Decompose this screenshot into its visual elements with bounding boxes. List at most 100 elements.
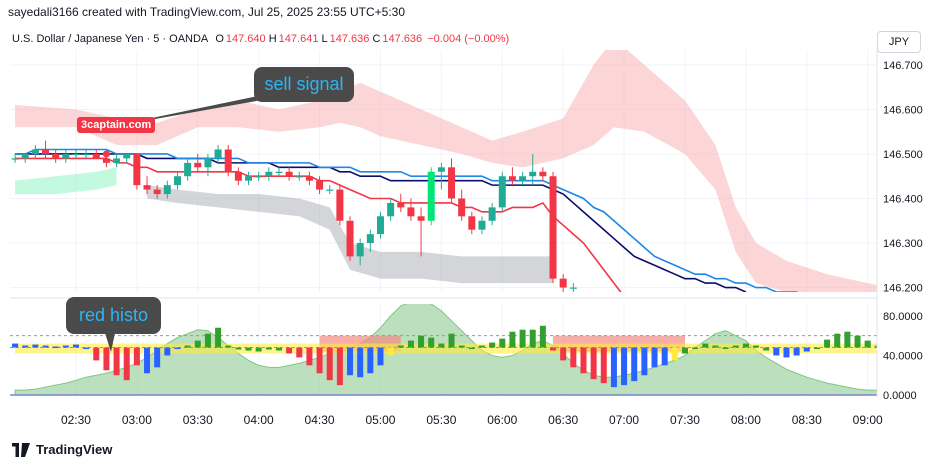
histogram-bar — [367, 347, 374, 374]
histogram-bar — [397, 345, 404, 348]
open-value: 147.640 — [225, 33, 266, 45]
histogram-bar — [174, 347, 181, 350]
price-tick-label: 146.700 — [883, 60, 923, 72]
candle-body — [569, 287, 577, 289]
candle-body — [204, 158, 212, 168]
candle-body — [102, 158, 110, 163]
candle-body — [427, 171, 435, 221]
candle-body — [133, 153, 141, 186]
price-tick-label: 146.600 — [883, 104, 923, 116]
histogram-bar — [133, 347, 140, 366]
candle-body — [52, 153, 60, 159]
histogram-bar — [844, 331, 851, 348]
sell-signal-annotation: sell signal — [254, 67, 354, 102]
resistance-cloud — [15, 50, 877, 292]
candle-body — [184, 162, 192, 177]
time-tick-label: 05:00 — [365, 413, 395, 427]
currency-button[interactable]: JPY — [877, 31, 921, 53]
candle-body — [92, 153, 100, 159]
axes: 146.200 146.300 146.400 146.500 146.600 146.7… — [10, 50, 923, 427]
histogram-bar — [458, 345, 465, 348]
candle-body — [21, 153, 29, 159]
histogram-bar — [144, 347, 151, 374]
low-value: 147.636 — [329, 33, 370, 45]
green-cloud — [15, 167, 117, 195]
histogram-bar — [194, 340, 201, 348]
histogram-bar — [834, 333, 841, 348]
candle-body — [11, 158, 19, 160]
histogram-bar — [245, 347, 252, 351]
histogram-bar — [286, 347, 293, 354]
histogram-bar — [326, 347, 333, 381]
histogram-bar — [418, 335, 425, 348]
histogram-bar — [641, 347, 648, 376]
candle-body — [559, 278, 567, 288]
red-histo-pointer — [105, 333, 115, 352]
candle-body — [265, 171, 273, 177]
histogram-bar — [539, 325, 546, 348]
time-tick-label: 03:00 — [122, 413, 152, 427]
price-tick-label: 146.200 — [883, 283, 923, 295]
histogram-bar — [83, 347, 90, 350]
price-tick-label: 146.500 — [883, 149, 923, 161]
histogram-bar — [692, 347, 699, 350]
histogram-bar — [204, 333, 211, 348]
oscillator-pane — [10, 304, 877, 397]
oscillator-tick-label: 0.0000 — [883, 390, 917, 402]
histogram-bar — [215, 327, 222, 348]
candle-body — [62, 153, 70, 159]
candle-body — [82, 153, 90, 156]
histogram-bar — [610, 347, 617, 388]
ema-line-3 — [15, 148, 799, 292]
histogram-bar — [235, 347, 242, 350]
candle-body — [234, 171, 242, 181]
time-tick-label: 08:00 — [731, 413, 761, 427]
histogram-bar — [407, 340, 414, 348]
candle-body — [285, 171, 293, 177]
histogram-bar — [651, 347, 658, 368]
histogram-bar — [154, 347, 161, 368]
histogram-bar — [742, 343, 749, 348]
candle-body — [478, 220, 486, 230]
histogram-bar — [793, 347, 800, 356]
oscillator-tick-label: 40.0000 — [883, 350, 923, 362]
histogram-bar — [103, 347, 110, 371]
low-label: L — [321, 33, 328, 45]
time-tick-label: 07:00 — [609, 413, 639, 427]
candle-body — [346, 220, 354, 257]
red-histo-annotation: red histo — [66, 297, 161, 334]
time-tick-label: 05:30 — [426, 413, 456, 427]
candle-body — [437, 167, 445, 172]
histogram-bar — [874, 345, 877, 348]
close-value: 147.636 — [382, 33, 423, 45]
candle-body — [123, 153, 131, 159]
candle-body — [549, 176, 557, 279]
histogram-bar — [22, 345, 29, 348]
histogram-bar — [702, 343, 709, 348]
time-tick-label: 03:30 — [183, 413, 213, 427]
histogram-bar — [560, 347, 567, 361]
attribution-text: sayedali3166 created with TradingView.co… — [8, 5, 406, 19]
candle-body — [245, 176, 253, 181]
histogram-bar — [763, 347, 770, 351]
support-cloud — [147, 185, 554, 284]
histogram-bar — [478, 345, 485, 348]
symbol-name: U.S. Dollar / Japanese Yen · 5 · OANDA — [12, 33, 209, 45]
histogram-bar — [93, 347, 100, 361]
time-tick-label: 08:30 — [792, 413, 822, 427]
candle-body — [387, 202, 395, 217]
histogram-bar — [499, 338, 506, 348]
time-tick-label: 04:00 — [244, 413, 274, 427]
time-tick-label: 06:30 — [548, 413, 578, 427]
histogram-bar — [296, 347, 303, 358]
histogram-bar — [580, 347, 587, 374]
candle-body — [407, 207, 415, 217]
candle-body — [458, 198, 466, 217]
histogram-bar — [621, 347, 628, 386]
candle-body — [224, 149, 232, 172]
tradingview-footer[interactable]: TradingView — [10, 442, 112, 457]
oscillator-signal-band — [15, 343, 877, 354]
histogram-bar — [600, 347, 607, 384]
candle-body — [336, 189, 344, 221]
